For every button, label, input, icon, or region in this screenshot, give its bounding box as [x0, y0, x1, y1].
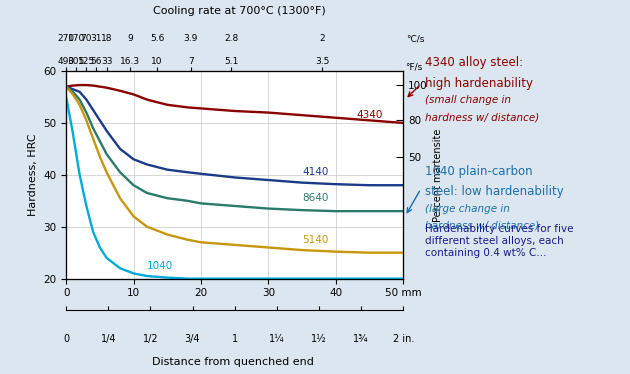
Text: hardness w/ distance): hardness w/ distance): [425, 112, 539, 122]
Text: 9: 9: [127, 34, 133, 43]
Text: (large change in: (large change in: [425, 204, 510, 214]
Text: Cooling rate at 700°C (1300°F): Cooling rate at 700°C (1300°F): [153, 6, 326, 16]
Text: 170: 170: [67, 34, 85, 43]
Text: 5140: 5140: [302, 235, 328, 245]
Y-axis label: Percent martensite: Percent martensite: [433, 128, 444, 221]
Text: 31: 31: [91, 34, 102, 43]
Text: 2: 2: [319, 34, 325, 43]
Text: Hardenability curves for five
different steel alloys, each
containing 0.4 wt% C…: Hardenability curves for five different …: [425, 224, 574, 258]
Text: °F/s: °F/s: [405, 62, 422, 71]
Text: 270: 270: [57, 34, 75, 43]
Text: hardness w/ distance): hardness w/ distance): [425, 221, 539, 231]
Text: 2.8: 2.8: [224, 34, 238, 43]
Text: 4340 alloy steel:: 4340 alloy steel:: [425, 56, 524, 69]
Text: 3.9: 3.9: [184, 34, 198, 43]
Text: 5.6: 5.6: [150, 34, 164, 43]
Text: (small change in: (small change in: [425, 95, 512, 105]
Text: 1040: 1040: [147, 261, 173, 271]
Text: 8640: 8640: [302, 193, 328, 203]
Text: 18: 18: [101, 34, 112, 43]
Text: 4140: 4140: [302, 167, 328, 177]
Text: 4340: 4340: [356, 110, 382, 120]
Y-axis label: Hardness, HRC: Hardness, HRC: [28, 134, 38, 216]
Text: Distance from quenched end: Distance from quenched end: [152, 356, 314, 367]
Text: 70: 70: [81, 34, 92, 43]
Text: high hardenability: high hardenability: [425, 77, 533, 90]
Text: steel: low hardenability: steel: low hardenability: [425, 185, 564, 198]
Text: 1040 plain-carbon: 1040 plain-carbon: [425, 165, 533, 178]
Text: °C/s: °C/s: [406, 34, 425, 43]
